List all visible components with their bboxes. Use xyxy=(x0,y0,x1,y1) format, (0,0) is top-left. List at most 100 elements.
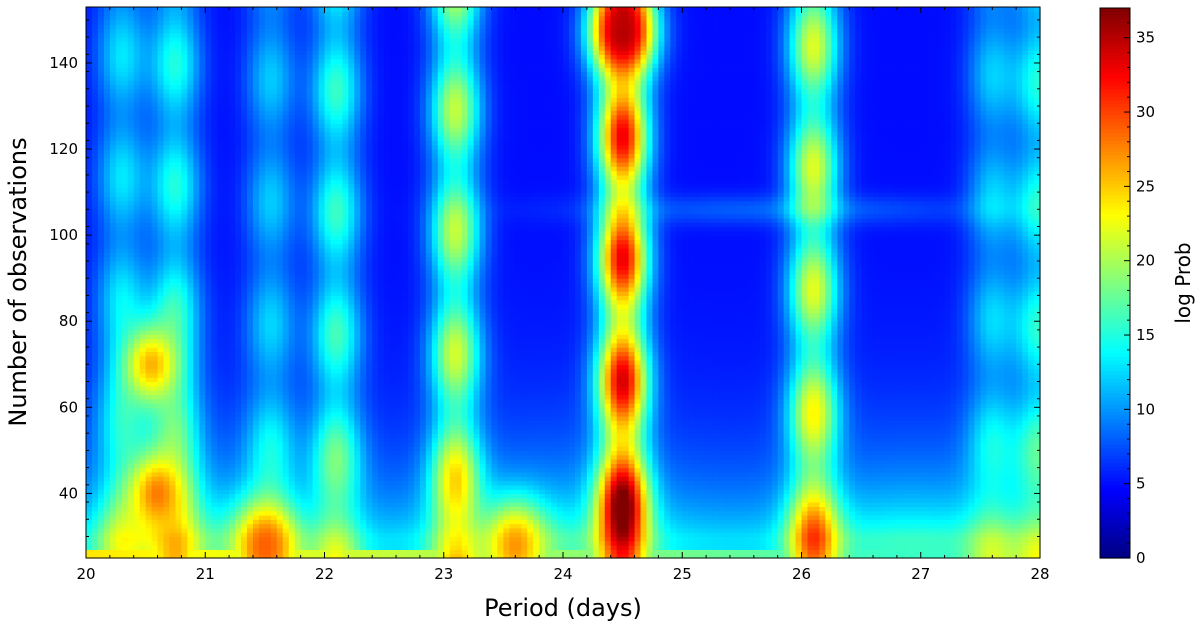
heatmap-cell xyxy=(1034,553,1041,559)
heatmap-cell xyxy=(926,502,934,507)
heatmap-cell xyxy=(914,433,922,439)
heatmap-cell xyxy=(902,428,910,434)
heatmap-cell xyxy=(115,506,123,512)
heatmap-cell xyxy=(413,506,421,512)
heatmap-cell xyxy=(264,433,272,439)
heatmap-cell xyxy=(759,527,767,533)
heatmap-cell xyxy=(479,527,487,533)
heatmap-cell xyxy=(252,484,260,490)
heatmap-cell xyxy=(181,493,188,499)
heatmap-cell xyxy=(932,433,940,439)
heatmap-cell xyxy=(151,428,159,434)
heatmap-cell xyxy=(682,536,689,542)
heatmap-cell xyxy=(628,476,636,482)
heatmap-cell xyxy=(777,536,785,542)
heatmap-cell xyxy=(419,540,427,546)
heatmap-cell xyxy=(926,536,934,542)
heatmap-cell xyxy=(312,437,320,443)
heatmap-cell xyxy=(109,454,117,460)
heatmap-cell xyxy=(998,480,1005,486)
heatmap-cell xyxy=(998,523,1005,529)
heatmap-cell xyxy=(735,450,743,456)
heatmap-cell xyxy=(926,441,934,447)
heatmap-cell xyxy=(533,553,540,559)
heatmap-cell xyxy=(211,527,218,533)
heatmap-cell xyxy=(193,514,200,520)
heatmap-cell xyxy=(873,519,880,525)
heatmap-cell xyxy=(825,514,832,520)
heatmap-cell xyxy=(366,510,373,516)
heatmap-cell xyxy=(777,433,785,439)
heatmap-cell xyxy=(306,437,314,443)
heatmap-cell xyxy=(413,514,421,520)
heatmap-cell xyxy=(879,493,886,499)
heatmap-cell xyxy=(115,454,123,460)
heatmap-cell xyxy=(211,553,218,559)
heatmap-cell xyxy=(252,514,260,520)
heatmap-cell xyxy=(992,536,999,542)
heatmap-cell xyxy=(920,437,928,443)
heatmap-cell xyxy=(646,458,654,464)
heatmap-cell xyxy=(580,519,588,525)
heatmap-cell xyxy=(515,493,522,499)
heatmap-cell xyxy=(896,433,904,439)
heatmap-cell xyxy=(449,514,457,520)
heatmap-cell xyxy=(879,433,886,439)
heatmap-cell xyxy=(1022,471,1029,477)
heatmap-cell xyxy=(288,545,296,550)
heatmap-cell xyxy=(712,424,719,430)
heatmap-cell xyxy=(312,471,320,477)
heatmap-cell xyxy=(914,510,922,516)
heatmap-cell xyxy=(425,428,433,434)
heatmap-cell xyxy=(336,484,343,490)
heatmap-cell xyxy=(634,549,642,555)
heatmap-cell xyxy=(902,424,910,430)
heatmap-cell xyxy=(324,506,332,512)
heatmap-cell xyxy=(795,527,803,533)
heatmap-cell xyxy=(801,553,809,559)
heatmap-cell xyxy=(503,424,510,430)
heatmap-cell xyxy=(747,527,755,533)
heatmap-cell xyxy=(229,471,236,477)
heatmap-cell xyxy=(157,441,165,447)
heatmap-cell xyxy=(831,463,838,469)
heatmap-cell xyxy=(801,510,809,516)
heatmap-cell xyxy=(336,424,343,430)
heatmap-cell xyxy=(491,523,499,529)
heatmap-cell xyxy=(1028,480,1035,486)
heatmap-cell xyxy=(521,467,528,473)
heatmap-cell xyxy=(759,553,767,559)
heatmap-cell xyxy=(86,437,93,443)
heatmap-cell xyxy=(509,450,516,456)
heatmap-cell xyxy=(694,437,701,443)
heatmap-cell xyxy=(193,497,200,503)
heatmap-cell xyxy=(956,510,964,516)
heatmap-cell xyxy=(485,489,493,495)
heatmap-cell xyxy=(258,536,266,542)
heatmap-cell xyxy=(258,502,266,507)
heatmap-cell xyxy=(813,506,820,512)
heatmap-cell xyxy=(902,437,910,443)
heatmap-cell xyxy=(211,420,218,426)
heatmap-cell xyxy=(610,458,618,464)
heatmap-cell xyxy=(306,484,314,490)
heatmap-cell xyxy=(980,454,987,460)
heatmap-cell xyxy=(777,514,785,520)
heatmap-cell xyxy=(121,519,129,525)
heatmap-cell xyxy=(1010,514,1017,520)
heatmap-cell xyxy=(91,476,99,482)
heatmap-cell xyxy=(980,510,987,516)
heatmap-cell xyxy=(574,480,582,486)
heatmap-cell xyxy=(437,514,445,520)
heatmap-cell xyxy=(890,523,898,529)
heatmap-cell xyxy=(157,510,165,516)
heatmap-cell xyxy=(205,532,212,538)
heatmap-cell xyxy=(270,424,278,430)
heatmap-cell xyxy=(139,497,147,503)
heatmap-cell xyxy=(372,433,379,439)
heatmap-cell xyxy=(723,437,731,443)
heatmap-cell xyxy=(879,454,886,460)
heatmap-cell xyxy=(527,532,534,538)
heatmap-cell xyxy=(109,506,117,512)
heatmap-cell xyxy=(258,467,266,473)
